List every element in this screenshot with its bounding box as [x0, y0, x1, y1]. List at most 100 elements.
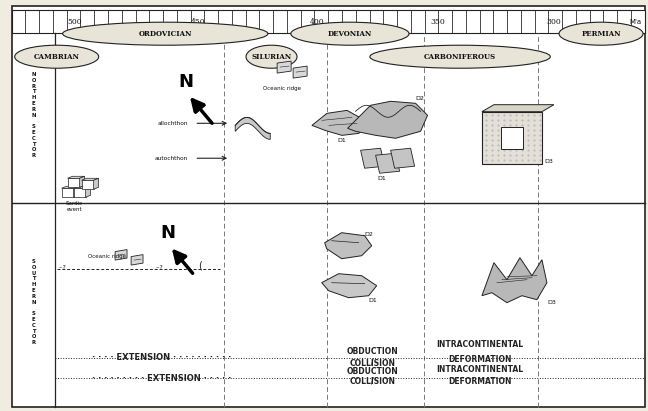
Ellipse shape [63, 22, 268, 45]
Bar [562, 10, 576, 33]
Polygon shape [325, 233, 372, 259]
Text: Oceanic ridge: Oceanic ridge [263, 86, 301, 91]
Bar [191, 10, 204, 33]
Text: N
O
R
T
H
E
R
N
 
S
E
C
T
O
R: N O R T H E R N S E C T O R [32, 72, 36, 158]
Bar [424, 10, 438, 33]
Bar [383, 10, 397, 33]
Bar [232, 10, 246, 33]
Polygon shape [115, 249, 127, 260]
Polygon shape [62, 188, 74, 197]
Text: · · · · EXTENSION · · · · · · · · · ·: · · · · EXTENSION · · · · · · · · · · [92, 353, 232, 362]
Bar [39, 10, 53, 33]
Text: D1: D1 [369, 298, 377, 302]
Bar [466, 10, 480, 33]
Bar [314, 10, 328, 33]
Polygon shape [347, 101, 428, 138]
Ellipse shape [291, 22, 409, 45]
Text: M'a: M'a [629, 18, 642, 25]
Bar [501, 127, 523, 149]
Bar [218, 10, 232, 33]
Bar [342, 10, 356, 33]
Text: DEVONIAN: DEVONIAN [328, 30, 372, 38]
Bar [135, 10, 149, 33]
Polygon shape [391, 148, 415, 168]
Text: N: N [179, 73, 194, 91]
Bar [590, 10, 603, 33]
Text: --?: --? [58, 265, 66, 270]
Bar [397, 10, 411, 33]
Text: COLLISION: COLLISION [350, 359, 395, 368]
Bar [53, 10, 67, 33]
Polygon shape [82, 180, 93, 189]
Bar [631, 10, 645, 33]
Polygon shape [74, 188, 86, 197]
Bar [328, 10, 342, 33]
Ellipse shape [15, 45, 98, 68]
Bar [301, 10, 314, 33]
Bar [108, 10, 122, 33]
Polygon shape [482, 105, 554, 112]
Text: --?: --? [156, 265, 163, 270]
Polygon shape [93, 178, 98, 189]
Polygon shape [293, 66, 307, 78]
Polygon shape [321, 274, 376, 298]
Text: D3: D3 [547, 300, 556, 305]
Polygon shape [235, 118, 270, 139]
Text: DEFORMATION: DEFORMATION [448, 377, 511, 386]
Ellipse shape [559, 22, 643, 45]
Bar [122, 10, 135, 33]
Text: CARBONIFEROUS: CARBONIFEROUS [424, 53, 496, 61]
Polygon shape [376, 153, 400, 173]
Bar [259, 10, 273, 33]
Polygon shape [277, 61, 291, 73]
Bar [177, 10, 191, 33]
Bar [287, 10, 301, 33]
Polygon shape [80, 176, 84, 187]
Polygon shape [131, 254, 143, 265]
Bar [80, 10, 94, 33]
Text: INTRACONTINENTAL: INTRACONTINENTAL [436, 365, 523, 374]
Text: allochthon: allochthon [157, 121, 188, 126]
Text: D1: D1 [338, 139, 346, 143]
Text: D2: D2 [415, 96, 424, 101]
Text: 400: 400 [310, 18, 325, 25]
Bar [369, 10, 383, 33]
Bar [12, 10, 645, 33]
Text: INTRACONTINENTAL: INTRACONTINENTAL [436, 340, 523, 349]
Text: OBDUCTION: OBDUCTION [347, 346, 399, 356]
Text: CAMBRIAN: CAMBRIAN [34, 53, 80, 61]
Bar [438, 10, 452, 33]
Bar [356, 10, 369, 33]
Text: · · · · · · · · · EXTENSION · · · · ·: · · · · · · · · · EXTENSION · · · · · [92, 374, 232, 383]
Text: ORDOVICIAN: ORDOVICIAN [139, 30, 192, 38]
Text: Sardic
event: Sardic event [66, 201, 83, 212]
Bar [273, 10, 287, 33]
Text: N: N [161, 224, 176, 242]
Bar [618, 10, 631, 33]
Bar [482, 112, 542, 164]
Polygon shape [482, 258, 547, 302]
Text: D2: D2 [365, 232, 373, 237]
Text: S
O
U
T
H
E
R
N
 
S
E
C
T
O
R: S O U T H E R N S E C T O R [32, 259, 36, 345]
Bar [411, 10, 424, 33]
Polygon shape [312, 111, 365, 135]
Text: (: ( [198, 260, 202, 270]
Bar [67, 10, 80, 33]
Polygon shape [82, 178, 98, 180]
Bar [493, 10, 507, 33]
Bar [548, 10, 562, 33]
Ellipse shape [246, 45, 297, 68]
Bar [204, 10, 218, 33]
Text: 450: 450 [191, 18, 205, 25]
Ellipse shape [370, 45, 550, 68]
Bar [576, 10, 590, 33]
Text: 500: 500 [67, 18, 82, 25]
Text: COLLISION: COLLISION [350, 377, 395, 386]
Text: /: / [371, 357, 374, 366]
Polygon shape [62, 186, 78, 188]
Bar [149, 10, 163, 33]
Text: /: / [371, 377, 374, 386]
Polygon shape [67, 178, 80, 187]
Text: D1: D1 [378, 176, 386, 181]
Bar [535, 10, 548, 33]
